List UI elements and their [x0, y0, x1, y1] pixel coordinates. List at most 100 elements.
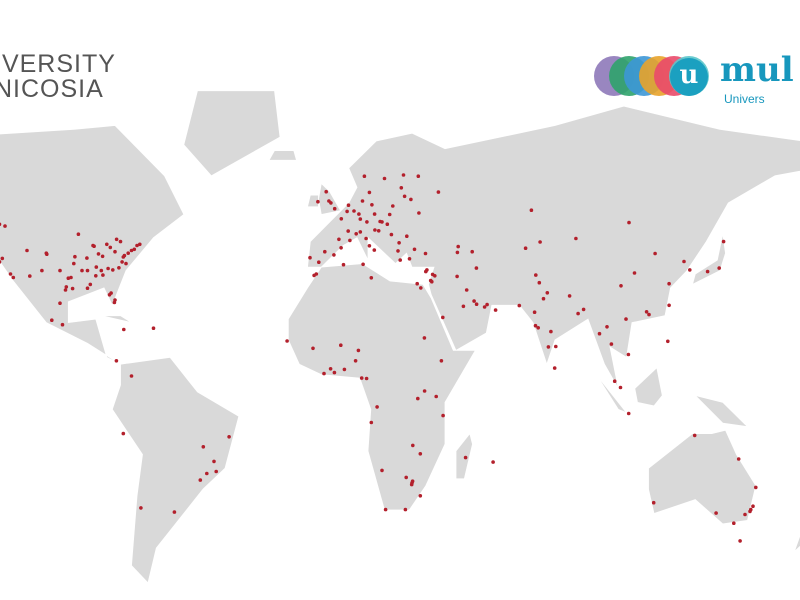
location-marker	[714, 511, 718, 515]
location-marker	[285, 339, 289, 343]
location-marker	[536, 326, 540, 330]
location-marker	[402, 194, 407, 199]
location-marker	[132, 247, 137, 252]
location-marker	[533, 323, 538, 328]
location-marker	[138, 242, 142, 247]
location-marker	[0, 260, 2, 264]
location-marker	[101, 273, 105, 277]
location-marker	[538, 240, 542, 244]
location-marker	[397, 241, 401, 245]
location-marker	[360, 199, 365, 203]
location-marker	[423, 251, 428, 256]
land-africa	[287, 263, 476, 511]
location-marker	[359, 376, 364, 380]
location-marker	[409, 197, 413, 202]
location-marker	[470, 249, 475, 254]
location-marker	[367, 190, 372, 195]
land-eurasia	[307, 105, 800, 389]
university-of-nicosia-logo: IVERSITY NICOSIA	[0, 52, 116, 102]
land-borneo	[634, 366, 663, 407]
location-marker	[411, 443, 415, 448]
location-marker	[135, 243, 139, 248]
location-marker	[464, 288, 469, 292]
location-marker	[80, 268, 84, 273]
location-marker	[122, 327, 126, 332]
location-marker	[118, 239, 123, 244]
location-marker	[346, 229, 351, 233]
location-marker	[85, 268, 90, 273]
location-marker	[58, 301, 62, 306]
location-marker	[605, 325, 609, 329]
location-marker	[474, 266, 479, 270]
location-marker	[96, 252, 101, 256]
location-marker	[574, 236, 578, 241]
location-marker	[385, 222, 390, 226]
location-marker	[482, 305, 487, 309]
location-marker	[322, 371, 326, 376]
location-marker	[372, 212, 377, 216]
location-marker	[198, 478, 203, 482]
location-marker	[227, 435, 231, 439]
land-cuba	[101, 315, 132, 323]
location-marker	[94, 265, 99, 269]
location-marker	[417, 211, 421, 215]
location-marker	[415, 281, 420, 286]
location-marker	[532, 310, 537, 315]
location-marker	[129, 374, 134, 378]
location-marker	[63, 288, 68, 292]
location-marker	[682, 259, 686, 264]
location-marker	[424, 269, 428, 274]
location-marker	[69, 275, 73, 280]
location-marker	[375, 405, 379, 409]
location-marker	[72, 261, 76, 266]
location-marker	[626, 352, 631, 357]
location-marker	[85, 256, 89, 260]
land-madagascar	[455, 432, 473, 480]
location-marker	[91, 243, 95, 248]
location-marker	[493, 308, 498, 312]
location-marker	[541, 296, 546, 301]
location-marker	[647, 312, 651, 317]
land-sumatra	[595, 374, 628, 414]
land-iceland	[268, 150, 298, 161]
location-marker	[364, 376, 369, 381]
location-marker	[404, 475, 409, 480]
location-marker	[389, 232, 394, 237]
location-marker	[0, 222, 2, 226]
location-marker	[433, 274, 437, 278]
location-marker	[434, 394, 439, 399]
location-marker	[461, 304, 466, 309]
land-south-america	[111, 356, 240, 584]
location-marker	[341, 262, 346, 267]
location-marker	[64, 285, 69, 289]
location-marker	[491, 460, 495, 464]
location-marker	[398, 258, 403, 262]
location-marker	[567, 294, 572, 298]
location-marker	[205, 471, 209, 476]
location-marker	[367, 244, 372, 248]
location-marker	[418, 452, 423, 456]
location-marker	[618, 385, 623, 390]
location-marker	[369, 276, 374, 280]
location-marker	[94, 274, 98, 278]
location-marker	[139, 506, 143, 510]
location-marker	[609, 342, 614, 346]
land-japan	[691, 233, 726, 286]
location-marker	[410, 479, 415, 484]
location-marker	[324, 189, 329, 194]
location-marker	[151, 326, 156, 331]
location-marker	[323, 249, 327, 254]
location-marker	[627, 220, 631, 225]
location-marker	[612, 379, 617, 384]
location-marker	[113, 249, 117, 254]
location-marker	[339, 343, 343, 348]
location-marker	[380, 468, 384, 473]
location-marker	[545, 291, 550, 295]
location-marker	[439, 359, 444, 363]
location-marker	[667, 303, 671, 308]
location-marker	[463, 455, 468, 460]
location-marker	[126, 251, 130, 255]
location-marker	[401, 173, 406, 177]
location-marker	[11, 275, 16, 280]
location-marker	[370, 203, 374, 207]
